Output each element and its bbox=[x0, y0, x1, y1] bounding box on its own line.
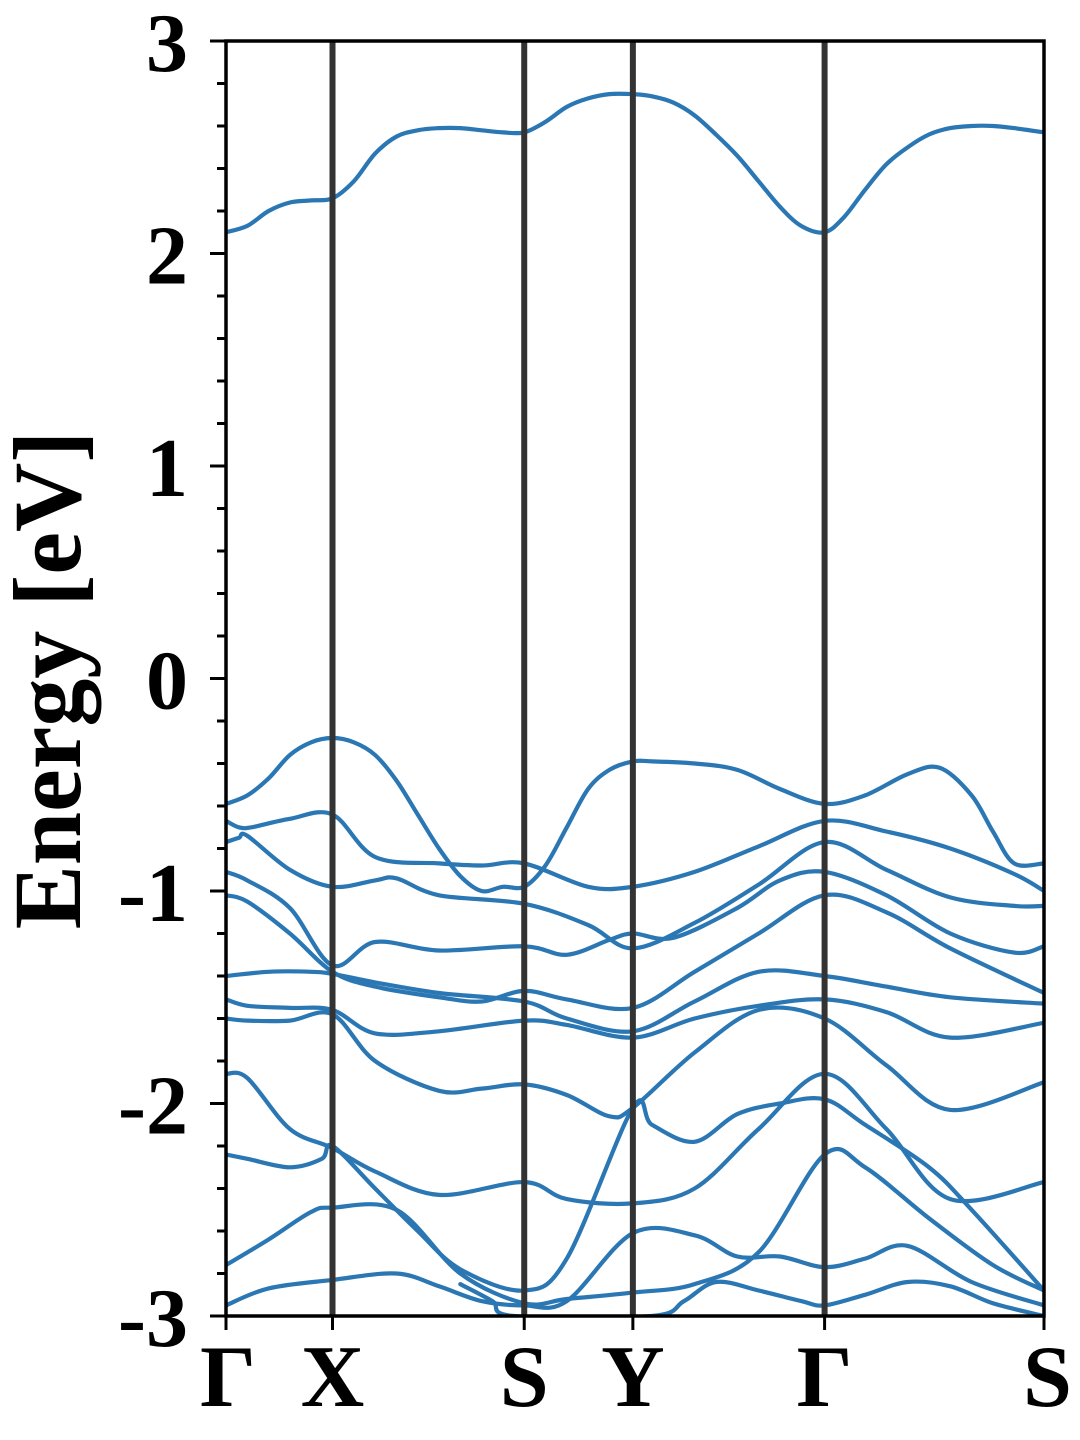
band-line-4 bbox=[226, 831, 1044, 951]
y-axis-label: Energy [eV] bbox=[0, 431, 101, 930]
band-line-6 bbox=[226, 892, 1044, 1012]
band-line-12 bbox=[226, 1146, 1044, 1307]
x-tick-label-5: Γ bbox=[797, 1329, 853, 1426]
x-tick-label-4: Y bbox=[601, 1329, 665, 1426]
x-tick-label-2: X bbox=[301, 1329, 365, 1426]
band-line-10 bbox=[226, 1070, 1044, 1207]
band-line-7 bbox=[226, 968, 1044, 1034]
y-tick-label: 3 bbox=[146, 0, 188, 90]
x-tick-label-6: S bbox=[1023, 1329, 1072, 1426]
kpoint-lines-layer bbox=[329, 41, 828, 1316]
x-tick-label-1: Γ bbox=[200, 1329, 256, 1426]
band-line-14 bbox=[458, 1279, 1044, 1316]
y-tick-label: -1 bbox=[118, 847, 188, 940]
band-line-11 bbox=[226, 1095, 1044, 1293]
x-tick-label-3: S bbox=[500, 1329, 549, 1426]
y-tick-label: -2 bbox=[118, 1060, 188, 1153]
band-line-8 bbox=[226, 997, 1044, 1040]
y-tick-label: 0 bbox=[146, 635, 188, 728]
y-tick-label: -3 bbox=[118, 1272, 188, 1365]
y-ticks-layer: -3 -2 -1 0 1 2 3 bbox=[118, 0, 226, 1365]
y-tick-label: 1 bbox=[146, 422, 188, 515]
band-line-3 bbox=[226, 810, 1044, 894]
y-tick-label: 2 bbox=[146, 210, 188, 303]
